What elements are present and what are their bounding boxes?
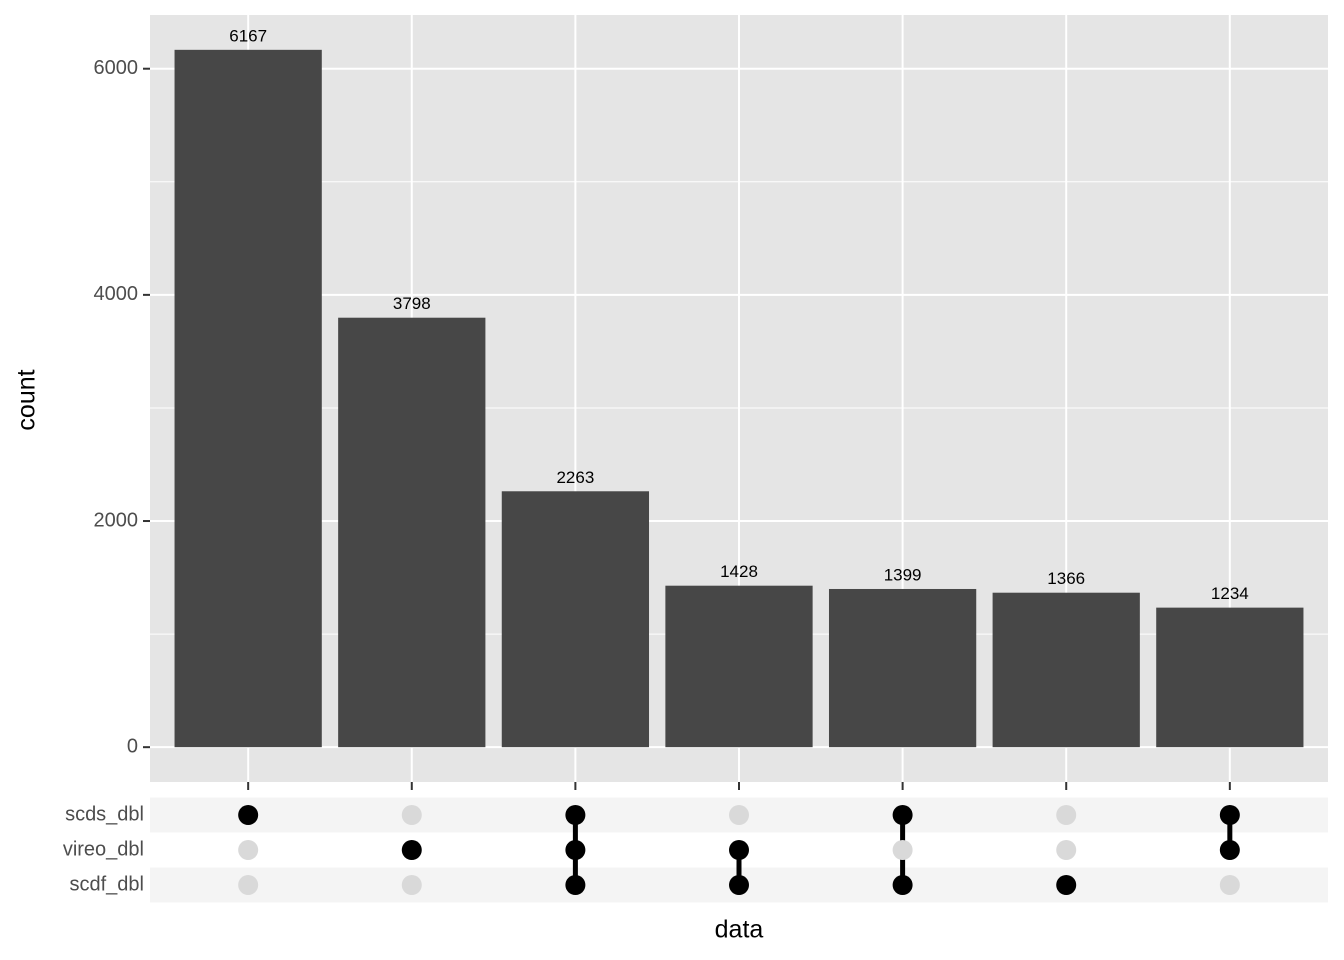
matrix-dot xyxy=(565,840,586,860)
matrix-dot xyxy=(1219,805,1240,825)
matrix-dot xyxy=(238,805,259,825)
bar xyxy=(501,491,650,748)
matrix-dot xyxy=(401,805,422,825)
matrix-dot xyxy=(565,875,586,895)
y-axis-title: count xyxy=(13,369,41,430)
matrix-dot xyxy=(1056,805,1077,825)
matrix-dot xyxy=(729,805,749,825)
y-tick-label: 2000 xyxy=(94,509,139,531)
bar xyxy=(1156,607,1304,748)
y-tick-label: 4000 xyxy=(94,283,139,305)
matrix-dot xyxy=(892,805,913,825)
value-label: 1399 xyxy=(884,565,922,584)
matrix-dot xyxy=(729,840,749,860)
matrix-dot xyxy=(401,840,422,860)
bar xyxy=(665,585,813,748)
matrix-dot xyxy=(238,840,259,860)
matrix-dot xyxy=(1219,840,1240,860)
value-label: 1428 xyxy=(720,562,758,581)
set-label: scds_dbl xyxy=(65,803,144,825)
matrix-dot xyxy=(238,875,259,895)
matrix-dot xyxy=(729,875,749,895)
bar xyxy=(828,588,977,748)
matrix-dot xyxy=(892,840,913,860)
bar xyxy=(992,592,1140,748)
bar xyxy=(338,317,486,748)
matrix-dot xyxy=(892,875,913,895)
value-label: 1366 xyxy=(1047,569,1085,588)
y-tick-label: 6000 xyxy=(94,57,139,79)
value-label: 2263 xyxy=(556,468,594,487)
matrix-dot xyxy=(565,805,586,825)
matrix-dot xyxy=(401,875,422,895)
y-tick-label: 0 xyxy=(127,735,138,757)
value-label: 3798 xyxy=(393,294,431,313)
matrix-dot xyxy=(1219,875,1240,895)
bar xyxy=(174,49,322,748)
set-label: scdf_dbl xyxy=(70,873,145,895)
set-label: vireo_dbl xyxy=(63,838,144,860)
matrix-dot xyxy=(1056,875,1077,895)
x-axis-title: data xyxy=(715,916,764,944)
value-label: 1234 xyxy=(1211,584,1249,603)
matrix-dot xyxy=(1056,840,1077,860)
value-label: 6167 xyxy=(229,26,267,45)
